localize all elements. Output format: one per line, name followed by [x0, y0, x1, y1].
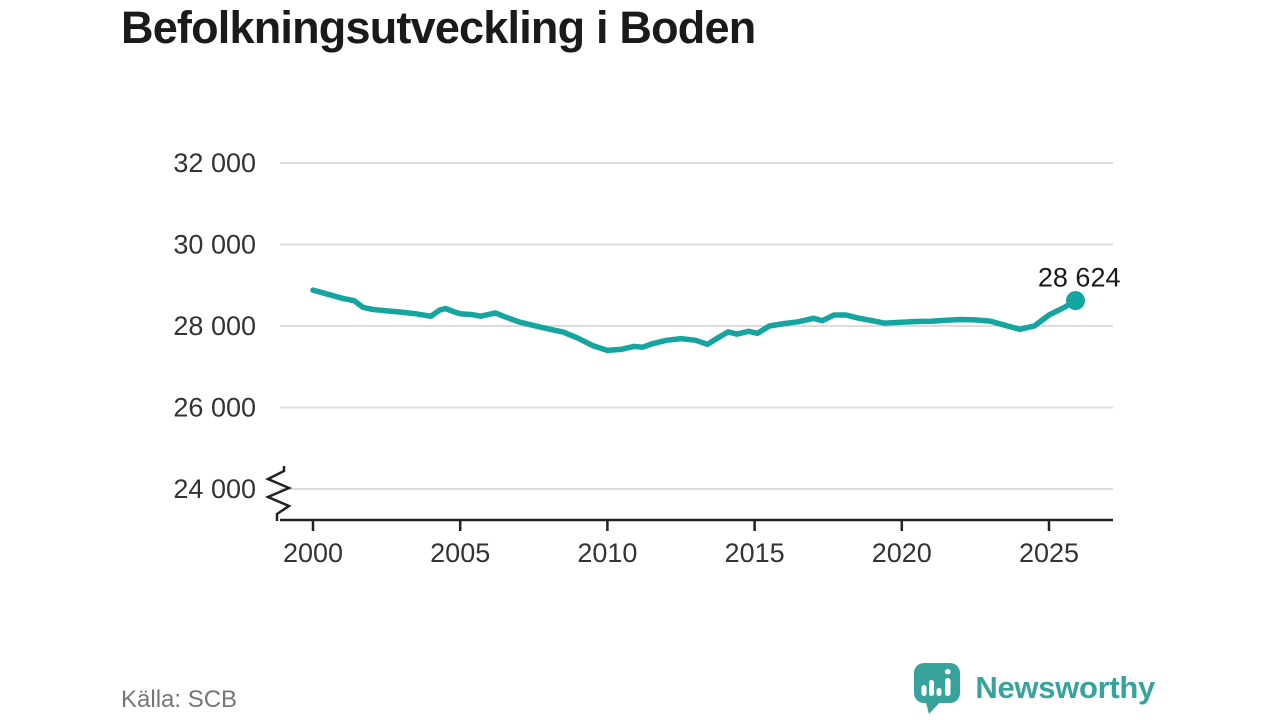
x-axis — [280, 518, 1113, 531]
x-tick-label: 2020 — [872, 538, 932, 568]
x-tick-label: 2010 — [577, 538, 637, 568]
y-tick-label: 24 000 — [173, 474, 256, 504]
x-axis-labels: 2000 2005 2010 2015 2020 2025 — [283, 538, 1079, 568]
x-tick-label: 2005 — [430, 538, 490, 568]
end-point-dot — [1065, 291, 1085, 311]
x-tick-label: 2025 — [1019, 538, 1079, 568]
data-line — [310, 287, 1079, 354]
speech-bubble-shape — [914, 663, 961, 714]
brand-wordmark: Newsworthy — [975, 670, 1155, 705]
axis-break-icon — [264, 466, 293, 521]
y-axis-labels: 24 000 26 000 28 000 30 000 32 000 — [173, 148, 256, 504]
y-tick-label: 26 000 — [173, 393, 256, 423]
x-tick-label: 2015 — [725, 538, 785, 568]
end-value-label: 28 624 — [1038, 263, 1121, 293]
y-tick-label: 28 000 — [173, 311, 256, 341]
brand-footer: Newsworthy — [912, 662, 1155, 714]
gridlines — [280, 162, 1113, 490]
x-tick-label: 2000 — [283, 538, 343, 568]
newsworthy-logo-icon — [914, 663, 961, 714]
chart-title: Befolkningsutveckling i Boden — [121, 2, 756, 53]
y-tick-label: 32 000 — [173, 148, 256, 178]
y-tick-label: 30 000 — [173, 230, 256, 260]
bar-chart-exclamation-glyphs — [921, 669, 951, 696]
source-label: Källa: SCB — [121, 686, 238, 713]
